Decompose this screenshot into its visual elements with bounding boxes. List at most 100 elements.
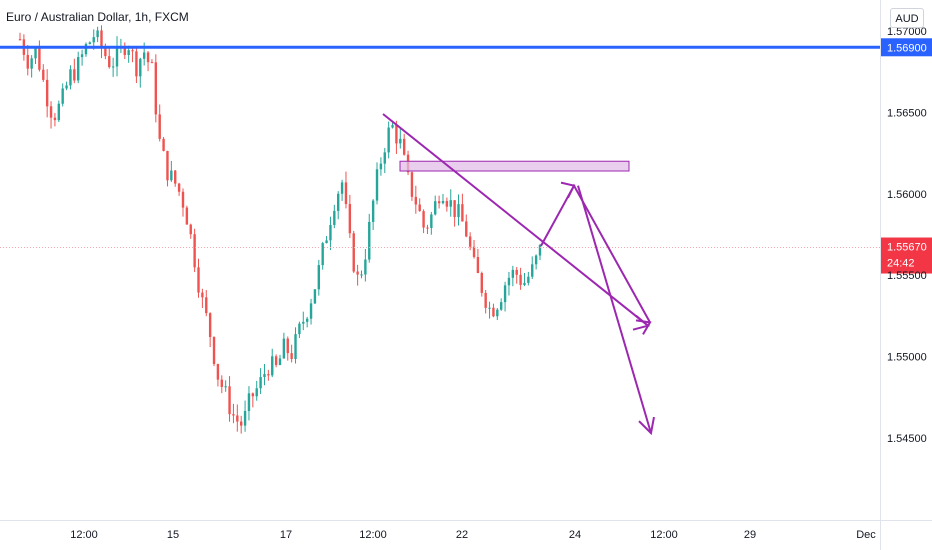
candle-body xyxy=(158,114,161,139)
candle-body xyxy=(224,386,227,388)
candle-body xyxy=(65,85,68,89)
x-tick-label: 12:00 xyxy=(650,529,678,541)
candle-body xyxy=(239,421,243,426)
candle-body xyxy=(115,46,119,67)
candle-body xyxy=(492,307,495,317)
candle-body xyxy=(286,338,289,354)
candle-body xyxy=(185,207,189,225)
candle-body xyxy=(337,193,340,211)
candle-body xyxy=(402,138,406,155)
candle-body xyxy=(488,307,491,309)
candle-body xyxy=(197,267,200,293)
candle-body xyxy=(278,358,282,365)
candle-body xyxy=(379,163,383,170)
candle-body xyxy=(348,204,352,234)
candle-body xyxy=(61,88,64,104)
candle-body xyxy=(375,169,379,201)
candle-body xyxy=(111,66,115,68)
candle-body xyxy=(527,276,530,283)
y-tick-label: 1.54500 xyxy=(887,433,927,445)
candle-body xyxy=(96,30,99,38)
candle-body xyxy=(80,54,84,58)
time-axis[interactable]: 12:00 15 17 12:00 22 24 12:00 29 Dec xyxy=(70,529,876,541)
candle-body xyxy=(453,200,456,218)
candle-body xyxy=(166,150,169,181)
candle-body xyxy=(38,48,41,70)
candle-body xyxy=(271,356,274,376)
candle-body xyxy=(290,353,293,359)
candle-body xyxy=(193,234,196,268)
arrowhead-down-long xyxy=(638,416,655,436)
candle-body xyxy=(255,388,258,397)
y-tick-label: 1.57000 xyxy=(887,26,927,38)
currency-button[interactable]: AUD xyxy=(890,8,924,28)
candle-body xyxy=(216,363,220,380)
y-tick-label: 1.56500 xyxy=(887,107,927,119)
price-axis[interactable]: 1.57000 1.56500 1.56000 1.55500 1.55000 1.545… xyxy=(887,26,927,445)
candle-body xyxy=(92,37,95,43)
candle-body xyxy=(410,172,414,197)
candle-body xyxy=(368,221,371,260)
candle-body xyxy=(177,183,181,192)
candle-body xyxy=(465,221,468,237)
resistance-zone[interactable] xyxy=(399,160,630,172)
candle-body xyxy=(174,170,177,184)
x-tick-label: 12:00 xyxy=(70,529,98,541)
candle-body xyxy=(519,274,522,285)
y-tick-label: 1.55500 xyxy=(887,270,927,282)
projection-arrow-long[interactable] xyxy=(577,185,652,434)
candle-body xyxy=(131,50,134,52)
candle-body xyxy=(100,30,103,49)
candle-body xyxy=(135,51,138,77)
candle-body xyxy=(34,48,37,59)
candle-body xyxy=(162,138,165,151)
candle-body xyxy=(538,244,542,256)
candle-body xyxy=(422,211,425,228)
candle-body xyxy=(123,46,126,55)
candle-body xyxy=(154,62,158,115)
candle-body xyxy=(418,204,421,212)
candle-body xyxy=(371,200,375,222)
candle-body xyxy=(108,56,111,68)
candle-body xyxy=(236,415,239,422)
arrowhead-up xyxy=(560,181,576,199)
x-tick-label: Dec xyxy=(856,529,876,541)
candle-body xyxy=(45,79,49,107)
horizontal-level-label: 1.56900 xyxy=(887,42,927,54)
candle-body xyxy=(267,374,270,376)
candle-body xyxy=(73,69,76,81)
candle-body xyxy=(352,233,355,272)
candle-body xyxy=(449,200,452,207)
candle-body xyxy=(321,243,324,266)
candle-body xyxy=(515,269,518,275)
candle-body xyxy=(201,292,204,298)
candle-body xyxy=(441,200,445,204)
candle-body xyxy=(356,271,359,275)
y-tick-label: 1.56000 xyxy=(887,189,927,201)
candle-body xyxy=(364,259,367,275)
trendline[interactable] xyxy=(382,113,649,327)
candle-body xyxy=(220,379,223,387)
current-price-label: 1.55670 xyxy=(887,242,927,254)
candle-body xyxy=(170,170,173,181)
candle-body xyxy=(243,410,247,426)
candle-body xyxy=(507,277,511,286)
candle-body xyxy=(263,374,266,378)
candle-body xyxy=(232,414,235,416)
candle-body xyxy=(139,58,142,77)
candle-body xyxy=(329,224,332,241)
candle-body xyxy=(251,393,255,397)
horizontal-level-tag xyxy=(881,38,932,57)
candle-body xyxy=(426,227,429,229)
candle-body xyxy=(503,285,507,303)
levels-group: 1.56900 1.55670 24:42 xyxy=(0,38,932,274)
candle-body xyxy=(414,196,418,205)
candle-body xyxy=(18,39,22,41)
arrowhead-down-short xyxy=(635,319,652,335)
x-tick-label: 15 xyxy=(167,529,179,541)
x-tick-label: 29 xyxy=(744,529,756,541)
candle-body xyxy=(84,43,88,55)
drawings-group[interactable] xyxy=(382,113,655,436)
candle-body xyxy=(53,117,57,121)
